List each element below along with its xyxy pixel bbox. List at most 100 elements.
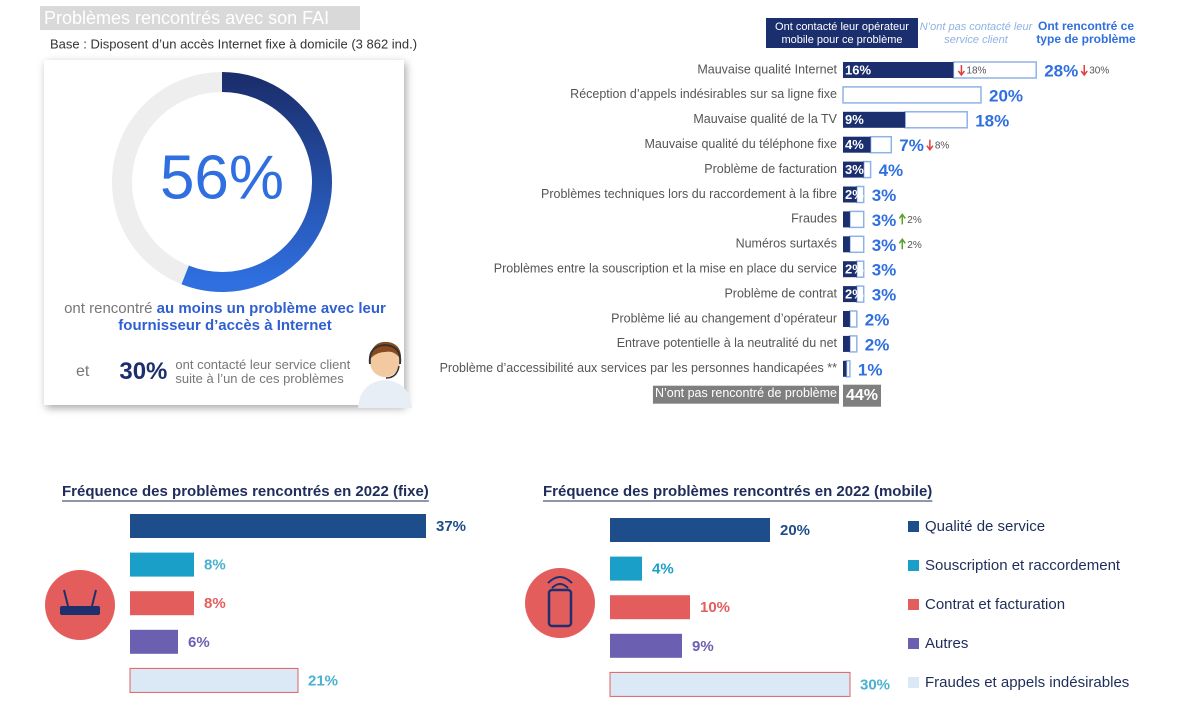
none-label-bg bbox=[652, 385, 840, 404]
category-label: Réception d’appels indésirables sur sa l… bbox=[570, 87, 837, 101]
value-label: 1% bbox=[858, 360, 883, 379]
category-label: N’ont pas rencontré de problème bbox=[655, 386, 837, 400]
summary: ont rencontré au moins un problème avec … bbox=[60, 300, 390, 334]
bar-segment bbox=[843, 261, 857, 278]
category-label: Mauvaise qualité Internet bbox=[697, 62, 837, 76]
bar bbox=[130, 591, 194, 616]
value-label: 9% bbox=[692, 638, 714, 655]
value-label: 44% bbox=[846, 387, 878, 404]
bar bbox=[130, 629, 178, 654]
value-label: 3% bbox=[872, 286, 897, 305]
router-icon bbox=[45, 570, 115, 640]
legend-label: Fraudes et appels indésirables bbox=[925, 674, 1129, 691]
category-label: Problème de contrat bbox=[724, 286, 837, 300]
bar bbox=[609, 671, 851, 697]
bar bbox=[610, 518, 770, 542]
category-label: Mauvaise qualité de la TV bbox=[693, 112, 837, 126]
value-label: 28% bbox=[1044, 61, 1078, 80]
summary-card bbox=[44, 60, 404, 405]
value-label: 30% bbox=[860, 676, 890, 693]
bar bbox=[130, 552, 194, 577]
legend-swatch bbox=[908, 599, 919, 610]
legend-label: Ont contacté leur opérateur mobile pour c… bbox=[775, 21, 909, 46]
value-label: 3% bbox=[872, 186, 897, 205]
value-label: 4% bbox=[879, 161, 904, 180]
and-text: et bbox=[76, 363, 90, 380]
previous-value-label: 2% bbox=[907, 240, 922, 251]
change-arrow bbox=[926, 139, 934, 151]
value-label: 3% bbox=[845, 162, 864, 177]
bar bbox=[130, 514, 426, 538]
value-label: 2% bbox=[865, 335, 890, 354]
bar bbox=[129, 667, 299, 693]
legend-swatch bbox=[908, 677, 919, 688]
value-label: 3% bbox=[872, 261, 897, 280]
value-label: 20% bbox=[989, 86, 1023, 105]
value-label: 8% bbox=[204, 595, 226, 612]
bar-segment bbox=[849, 310, 858, 328]
legend-swatch bbox=[908, 521, 919, 532]
category-label: Numéros surtaxés bbox=[736, 237, 837, 251]
value-label: 2% bbox=[865, 310, 890, 329]
bar-segment bbox=[843, 335, 850, 352]
value-label: 3% bbox=[872, 236, 897, 255]
previous-value-label: 2% bbox=[907, 215, 922, 226]
change-arrow bbox=[1080, 65, 1088, 77]
bar bbox=[610, 556, 642, 581]
category-label: Problème lié au changement d’opérateur bbox=[611, 311, 837, 325]
bar-segment bbox=[843, 311, 850, 327]
category-label: Entrave potentielle à la neutralité du n… bbox=[617, 336, 838, 350]
summary-text: ont rencontré bbox=[64, 300, 153, 317]
bar-segment bbox=[843, 161, 864, 178]
bar bbox=[610, 633, 682, 658]
legend-label: Qualité de service bbox=[925, 518, 1045, 535]
bar-segment bbox=[904, 111, 968, 129]
change-arrow bbox=[898, 213, 906, 225]
bar-segment bbox=[845, 360, 851, 378]
contacted-text: ont contacté leur service client suite à… bbox=[175, 357, 351, 386]
value-label: 6% bbox=[188, 634, 210, 651]
bar-segment bbox=[843, 136, 871, 153]
value-label: 3% bbox=[872, 211, 897, 230]
previous-value-label: 30% bbox=[1089, 66, 1109, 77]
bar-segment bbox=[843, 211, 850, 228]
person-icon bbox=[358, 341, 412, 408]
bar-segment bbox=[849, 235, 865, 254]
bar-segment bbox=[843, 186, 857, 203]
bar-segment bbox=[843, 360, 847, 377]
bar-segment bbox=[843, 111, 906, 128]
legend-box bbox=[766, 18, 918, 48]
bar-segment bbox=[862, 160, 872, 179]
bar-segment bbox=[842, 86, 982, 104]
category-label: Problème d’accessibilité aux services pa… bbox=[440, 361, 838, 375]
legend-label: Contrat et facturation bbox=[925, 596, 1065, 613]
bar-segment bbox=[849, 335, 858, 353]
bar-segment bbox=[869, 135, 893, 154]
chart-title: Fréquence des problèmes rencontrés en 20… bbox=[543, 483, 932, 500]
legend-swatch bbox=[908, 560, 919, 571]
value-label: 20% bbox=[780, 522, 810, 539]
contact-summary: et 30% ont contacté leur service client … bbox=[76, 358, 376, 386]
donut-value: 56% bbox=[160, 143, 284, 212]
bar-segment bbox=[843, 62, 954, 78]
legend-label: Autres bbox=[925, 635, 968, 652]
value-label: 37% bbox=[436, 518, 466, 535]
phone-icon bbox=[525, 568, 595, 638]
value-label: 16% bbox=[845, 62, 871, 77]
summary-highlight: au moins un problème avec leur fournisse… bbox=[118, 300, 386, 334]
donut-arc bbox=[181, 72, 332, 292]
category-label: Problèmes entre la souscription et la mi… bbox=[494, 261, 837, 275]
value-label: 9% bbox=[845, 112, 864, 127]
chart-title: Fréquence des problèmes rencontrés en 20… bbox=[62, 483, 429, 500]
category-label: Problèmes techniques lors du raccordemen… bbox=[541, 187, 837, 201]
value-label: 10% bbox=[700, 599, 730, 616]
change-arrow bbox=[957, 65, 965, 77]
contacted-value: 30% bbox=[119, 358, 168, 385]
legend-label: Souscription et raccordement bbox=[925, 557, 1121, 574]
value-label: 2% bbox=[845, 262, 864, 277]
bar bbox=[843, 384, 881, 407]
bar bbox=[610, 595, 690, 620]
category-label: Fraudes bbox=[791, 212, 837, 226]
legend-label: N’ont pas contacté leur service client bbox=[920, 21, 1034, 46]
